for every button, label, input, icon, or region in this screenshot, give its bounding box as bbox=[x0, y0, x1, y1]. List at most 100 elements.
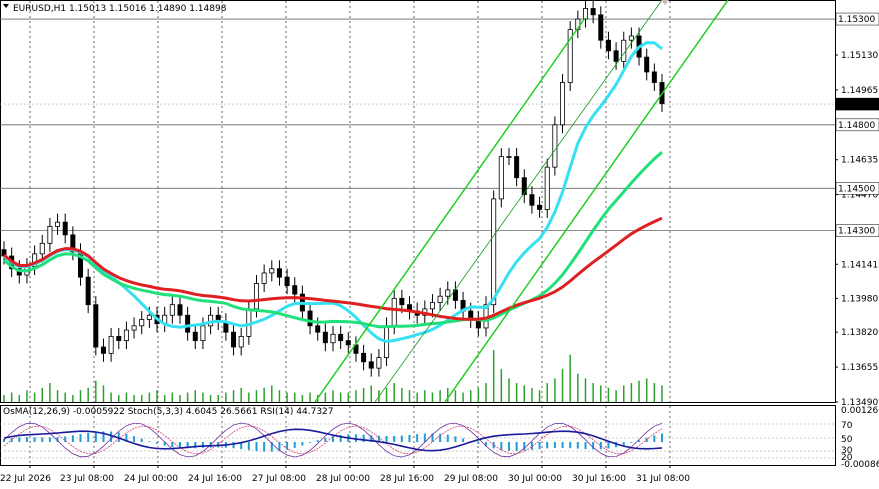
candle-body bbox=[567, 29, 573, 83]
candle-body bbox=[590, 8, 596, 16]
price-tag-current-bg bbox=[835, 97, 879, 111]
candle-body bbox=[85, 276, 91, 306]
channel-lower bbox=[444, 0, 729, 403]
price-axis-label: 1.13980 bbox=[841, 294, 878, 304]
indicator-header-text: OsMA(12,26,9) -0.0005922 Stoch(5,3,3) 4.… bbox=[3, 407, 334, 417]
candle-body bbox=[560, 82, 566, 126]
candle-body bbox=[429, 302, 435, 310]
candle-body bbox=[93, 304, 99, 348]
chart-shift-icon bbox=[661, 0, 669, 5]
ema-red-line bbox=[3, 216, 663, 321]
candle-body bbox=[338, 333, 344, 342]
candle-body bbox=[345, 340, 351, 346]
candle-body bbox=[169, 304, 175, 316]
candle-body bbox=[330, 333, 336, 344]
price-tag-15300-bg bbox=[835, 12, 879, 26]
indicator-axis-label: 0.001261 bbox=[841, 406, 879, 416]
candle-body bbox=[231, 331, 237, 348]
candle-body bbox=[376, 357, 382, 369]
price-tag-current: 1.14898 bbox=[838, 100, 875, 110]
candle-body bbox=[269, 268, 275, 274]
candle-body bbox=[39, 242, 45, 255]
price-axis-label: 1.13820 bbox=[841, 328, 878, 338]
price-tag-14300: 1.14300 bbox=[838, 227, 875, 237]
candle-body bbox=[185, 314, 191, 333]
candle-body bbox=[307, 310, 313, 327]
candle-body bbox=[177, 304, 183, 316]
candle-body bbox=[146, 314, 152, 320]
indicator-axis-label: 50 bbox=[841, 435, 853, 445]
candle-body bbox=[498, 156, 504, 200]
candle-body bbox=[644, 56, 650, 73]
candle-body bbox=[62, 221, 68, 236]
candle-body bbox=[529, 194, 535, 206]
indicator-axis-label: 20 bbox=[841, 453, 853, 463]
candle-body bbox=[292, 285, 298, 295]
candle-body bbox=[108, 336, 114, 354]
candle-body bbox=[598, 14, 604, 41]
candle-body bbox=[537, 204, 543, 210]
candle-body bbox=[613, 50, 619, 62]
candle-body bbox=[284, 276, 290, 287]
candle-body bbox=[32, 253, 38, 267]
candle-body bbox=[139, 319, 145, 327]
price-tag-15300: 1.15300 bbox=[838, 15, 875, 25]
candle-body bbox=[621, 39, 627, 62]
candle-body bbox=[123, 329, 129, 342]
candle-body bbox=[315, 325, 321, 333]
time-axis-label: 23 Jul 08:00 bbox=[60, 474, 114, 484]
price-axis-label: 1.15130 bbox=[841, 51, 878, 61]
time-axis-label: 24 Jul 00:00 bbox=[124, 474, 178, 484]
candle-body bbox=[253, 283, 259, 310]
candle-body bbox=[200, 325, 206, 342]
candle-body bbox=[100, 346, 106, 354]
candle-body bbox=[361, 352, 367, 363]
rsi-line bbox=[3, 428, 663, 452]
candle-body bbox=[322, 331, 328, 344]
chart-header-text: EURUSD,H1 1.15013 1.15016 1.14890 1.1489… bbox=[13, 4, 227, 14]
candle-body bbox=[391, 297, 397, 327]
collapse-arrow-icon bbox=[3, 4, 9, 8]
candle-body bbox=[437, 295, 443, 303]
candle-body bbox=[582, 8, 588, 20]
time-axis-label: 27 Jul 08:00 bbox=[252, 474, 306, 484]
price-tag-14800: 1.14800 bbox=[838, 121, 875, 131]
candle-body bbox=[399, 297, 405, 306]
ema-green-line bbox=[3, 151, 663, 329]
time-axis-label: 22 Jul 2026 bbox=[0, 474, 51, 484]
time-axis-label: 24 Jul 16:00 bbox=[188, 474, 242, 484]
candle-body bbox=[514, 156, 520, 179]
candle-body bbox=[261, 272, 267, 284]
time-axis-label: 29 Jul 08:00 bbox=[444, 474, 498, 484]
candle-body bbox=[506, 156, 512, 158]
price-axis-label: 1.14141 bbox=[841, 260, 878, 270]
candle-body bbox=[47, 225, 53, 244]
time-axis-label: 30 Jul 00:00 bbox=[508, 474, 562, 484]
candle-body bbox=[192, 331, 198, 342]
price-tag-14800-bg bbox=[835, 118, 879, 132]
candle-body bbox=[544, 166, 550, 210]
price-tag-14500: 1.14500 bbox=[838, 184, 875, 194]
candle-body bbox=[651, 71, 657, 83]
candle-body bbox=[70, 234, 76, 253]
candle-body bbox=[116, 336, 122, 342]
price-axis-label: 1.14635 bbox=[841, 156, 878, 166]
channel-middle bbox=[374, 0, 663, 403]
price-axis-label: 1.14965 bbox=[841, 86, 878, 96]
time-axis-label: 28 Jul 16:00 bbox=[380, 474, 434, 484]
candle-body bbox=[605, 39, 611, 52]
time-axis-label: 30 Jul 16:00 bbox=[572, 474, 626, 484]
candle-body bbox=[628, 35, 634, 41]
candle-body bbox=[552, 124, 558, 168]
price-axis-label: 1.13490 bbox=[841, 398, 878, 408]
candle-body bbox=[491, 198, 497, 306]
price-tag-14500-bg bbox=[835, 182, 879, 195]
candle-body bbox=[238, 336, 244, 348]
candle-body bbox=[131, 325, 137, 331]
price-axis-label: 1.13655 bbox=[841, 363, 878, 373]
candle-body bbox=[445, 289, 451, 297]
price-tag-14300-bg bbox=[835, 224, 879, 237]
indicator-axis-label: 30 bbox=[841, 446, 853, 456]
